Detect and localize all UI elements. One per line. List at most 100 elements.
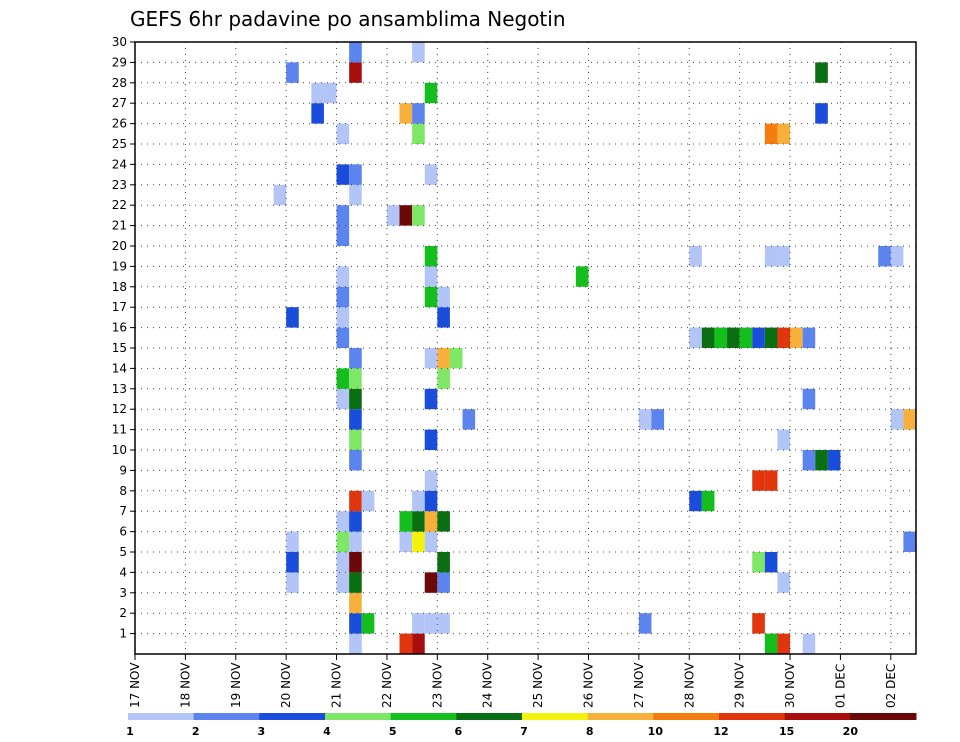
heatmap-cell (349, 490, 362, 512)
heatmap-cell (424, 490, 438, 512)
x-tick-label: 29 NOV (733, 662, 747, 708)
heatmap-cell (349, 388, 362, 410)
heatmap-cell (701, 490, 715, 512)
heatmap-cell (437, 572, 450, 593)
y-tick-label: 28 (112, 76, 127, 90)
legend-swatch (456, 713, 523, 720)
heatmap-cell (638, 613, 652, 634)
heatmap-cell (311, 82, 324, 104)
heatmap-cell (752, 552, 765, 573)
x-tick-label: 02 DEC (884, 664, 898, 708)
heatmap-cell (349, 368, 362, 389)
heatmap-cell (424, 388, 438, 410)
heatmap-cell (437, 348, 450, 369)
heatmap-cell (286, 572, 299, 593)
heatmap-cell (349, 184, 362, 206)
heatmap-cell (689, 327, 702, 348)
legend-swatch (653, 713, 720, 720)
heatmap-cell (815, 103, 828, 124)
x-tick-label: 30 NOV (783, 662, 797, 708)
legend-swatch (784, 713, 851, 720)
y-tick-label: 8 (119, 484, 127, 498)
heatmap-cell (349, 42, 362, 63)
legend-swatch (719, 713, 786, 720)
legend-swatch (850, 713, 917, 720)
heatmap-cell (349, 62, 362, 83)
heatmap-cell (349, 531, 362, 552)
legend-swatch (325, 713, 392, 720)
legend-level-label: 6 (455, 725, 463, 738)
legend-level-label: 2 (192, 725, 200, 738)
heatmap-cell (349, 613, 362, 634)
heatmap-cell (349, 633, 362, 654)
heatmap-cell (336, 225, 350, 246)
legend-level-label: 10 (648, 725, 664, 738)
heatmap-cell (424, 348, 438, 369)
heatmap-cell (336, 572, 350, 593)
heatmap-cell (651, 409, 665, 430)
heatmap-cell (638, 409, 652, 430)
heatmap-cell (386, 205, 400, 226)
heatmap-cell (890, 409, 904, 430)
heatmap-cell (777, 633, 791, 654)
legend-level-label: 4 (323, 725, 331, 738)
y-tick-label: 3 (119, 586, 127, 600)
heatmap-cell (323, 82, 337, 104)
x-tick-label: 01 DEC (833, 664, 847, 708)
heatmap-cell (412, 613, 425, 634)
heatmap-cell (424, 613, 438, 634)
y-tick-label: 29 (112, 55, 127, 69)
x-tick-label: 25 NOV (531, 662, 545, 708)
legend-swatch (259, 713, 326, 720)
heatmap-cell (437, 613, 450, 634)
heatmap-cell (777, 572, 791, 593)
heatmap-cell (764, 123, 778, 144)
heatmap-cell (437, 307, 450, 328)
heatmap-cell (424, 470, 438, 491)
y-tick-label: 30 (112, 35, 127, 49)
y-tick-label: 19 (112, 259, 127, 273)
y-tick-label: 12 (112, 402, 127, 416)
heatmap-cell (412, 103, 425, 124)
legend-level-label: 8 (586, 725, 594, 738)
x-tick-label: 28 NOV (682, 662, 696, 708)
heatmap-cell (424, 429, 438, 450)
chart-title: GEFS 6hr padavine po ansamblima Negotin (130, 7, 566, 31)
grid-lines (135, 41, 916, 654)
heatmap-cell (399, 103, 413, 124)
heatmap-cell (412, 123, 425, 144)
heatmap-cell (790, 327, 803, 348)
heatmap-cell (802, 388, 816, 410)
heatmap-cell (575, 266, 589, 287)
heatmap-cell (764, 633, 778, 654)
heatmap-cell (701, 327, 715, 348)
legend-level-label: 5 (389, 725, 397, 738)
heatmap-cell (336, 266, 350, 287)
x-tick-label: 27 NOV (632, 662, 646, 708)
heatmap-cell (777, 246, 791, 267)
y-tick-label: 9 (119, 463, 127, 477)
heatmap-cell (349, 450, 362, 471)
heatmap-cell (802, 450, 816, 471)
heatmap-cell (412, 633, 425, 654)
heatmap-cell (752, 470, 765, 491)
heatmap-cell (412, 490, 425, 512)
y-tick-label: 26 (112, 117, 127, 131)
y-tick-label: 4 (119, 565, 127, 579)
heatmap-cell (815, 62, 828, 83)
heatmap-cell (412, 531, 425, 552)
heatmap-cell (739, 327, 753, 348)
y-tick-label: 2 (119, 606, 127, 620)
legend-level-label: 20 (843, 725, 859, 738)
heatmap-cell (349, 511, 362, 532)
heatmap-cell (827, 450, 841, 471)
heatmap-cell (349, 552, 362, 573)
legend-swatch (193, 713, 260, 720)
x-tick-label: 18 NOV (178, 662, 192, 708)
heatmap-cell (689, 490, 702, 512)
heatmap-cell (727, 327, 740, 348)
heatmap-cell (462, 409, 476, 430)
heatmap-cell (361, 613, 375, 634)
y-tick-label: 13 (112, 382, 127, 396)
heatmap-cell (424, 572, 438, 593)
